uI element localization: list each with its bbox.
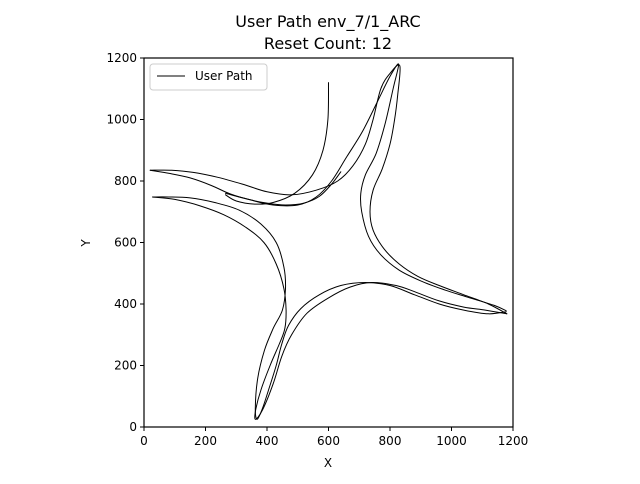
user-path-segment-2 xyxy=(225,63,507,312)
user-path-segment-6 xyxy=(149,169,342,206)
chart-subtitle: Reset Count: 12 xyxy=(264,34,392,53)
y-tick-label: 800 xyxy=(114,174,137,188)
axis-ticks: 0 200 400 600 800 1000 1200 0 200 400 600 800 1000 12… xyxy=(106,51,528,448)
x-tick-label: 400 xyxy=(256,434,279,448)
y-tick-label: 1200 xyxy=(106,51,137,65)
legend: User Path xyxy=(149,63,268,91)
y-tick-label: 1000 xyxy=(106,113,137,127)
legend-box xyxy=(149,63,268,91)
x-tick-label: 0 xyxy=(140,434,148,448)
y-axis-label: Y xyxy=(79,239,93,248)
user-path-segment-3 xyxy=(152,196,507,420)
x-tick-label: 200 xyxy=(194,434,217,448)
y-tick-label: 200 xyxy=(114,359,137,373)
user-path-segment-5 xyxy=(149,64,508,315)
legend-label: User Path xyxy=(195,69,253,83)
x-tick-label: 1000 xyxy=(436,434,467,448)
y-tick-label: 600 xyxy=(114,236,137,250)
chart-title: User Path env_7/1_ARC xyxy=(235,12,420,32)
x-axis-label: X xyxy=(324,456,332,470)
x-tick-label: 1200 xyxy=(498,434,529,448)
x-tick-label: 800 xyxy=(379,434,402,448)
y-tick-label: 400 xyxy=(114,297,137,311)
y-tick-label: 0 xyxy=(129,420,137,434)
x-tick-label: 600 xyxy=(317,434,340,448)
user-path-segment-1 xyxy=(225,82,330,205)
plot-lines xyxy=(149,63,508,420)
user-path-segment-4 xyxy=(152,196,508,420)
